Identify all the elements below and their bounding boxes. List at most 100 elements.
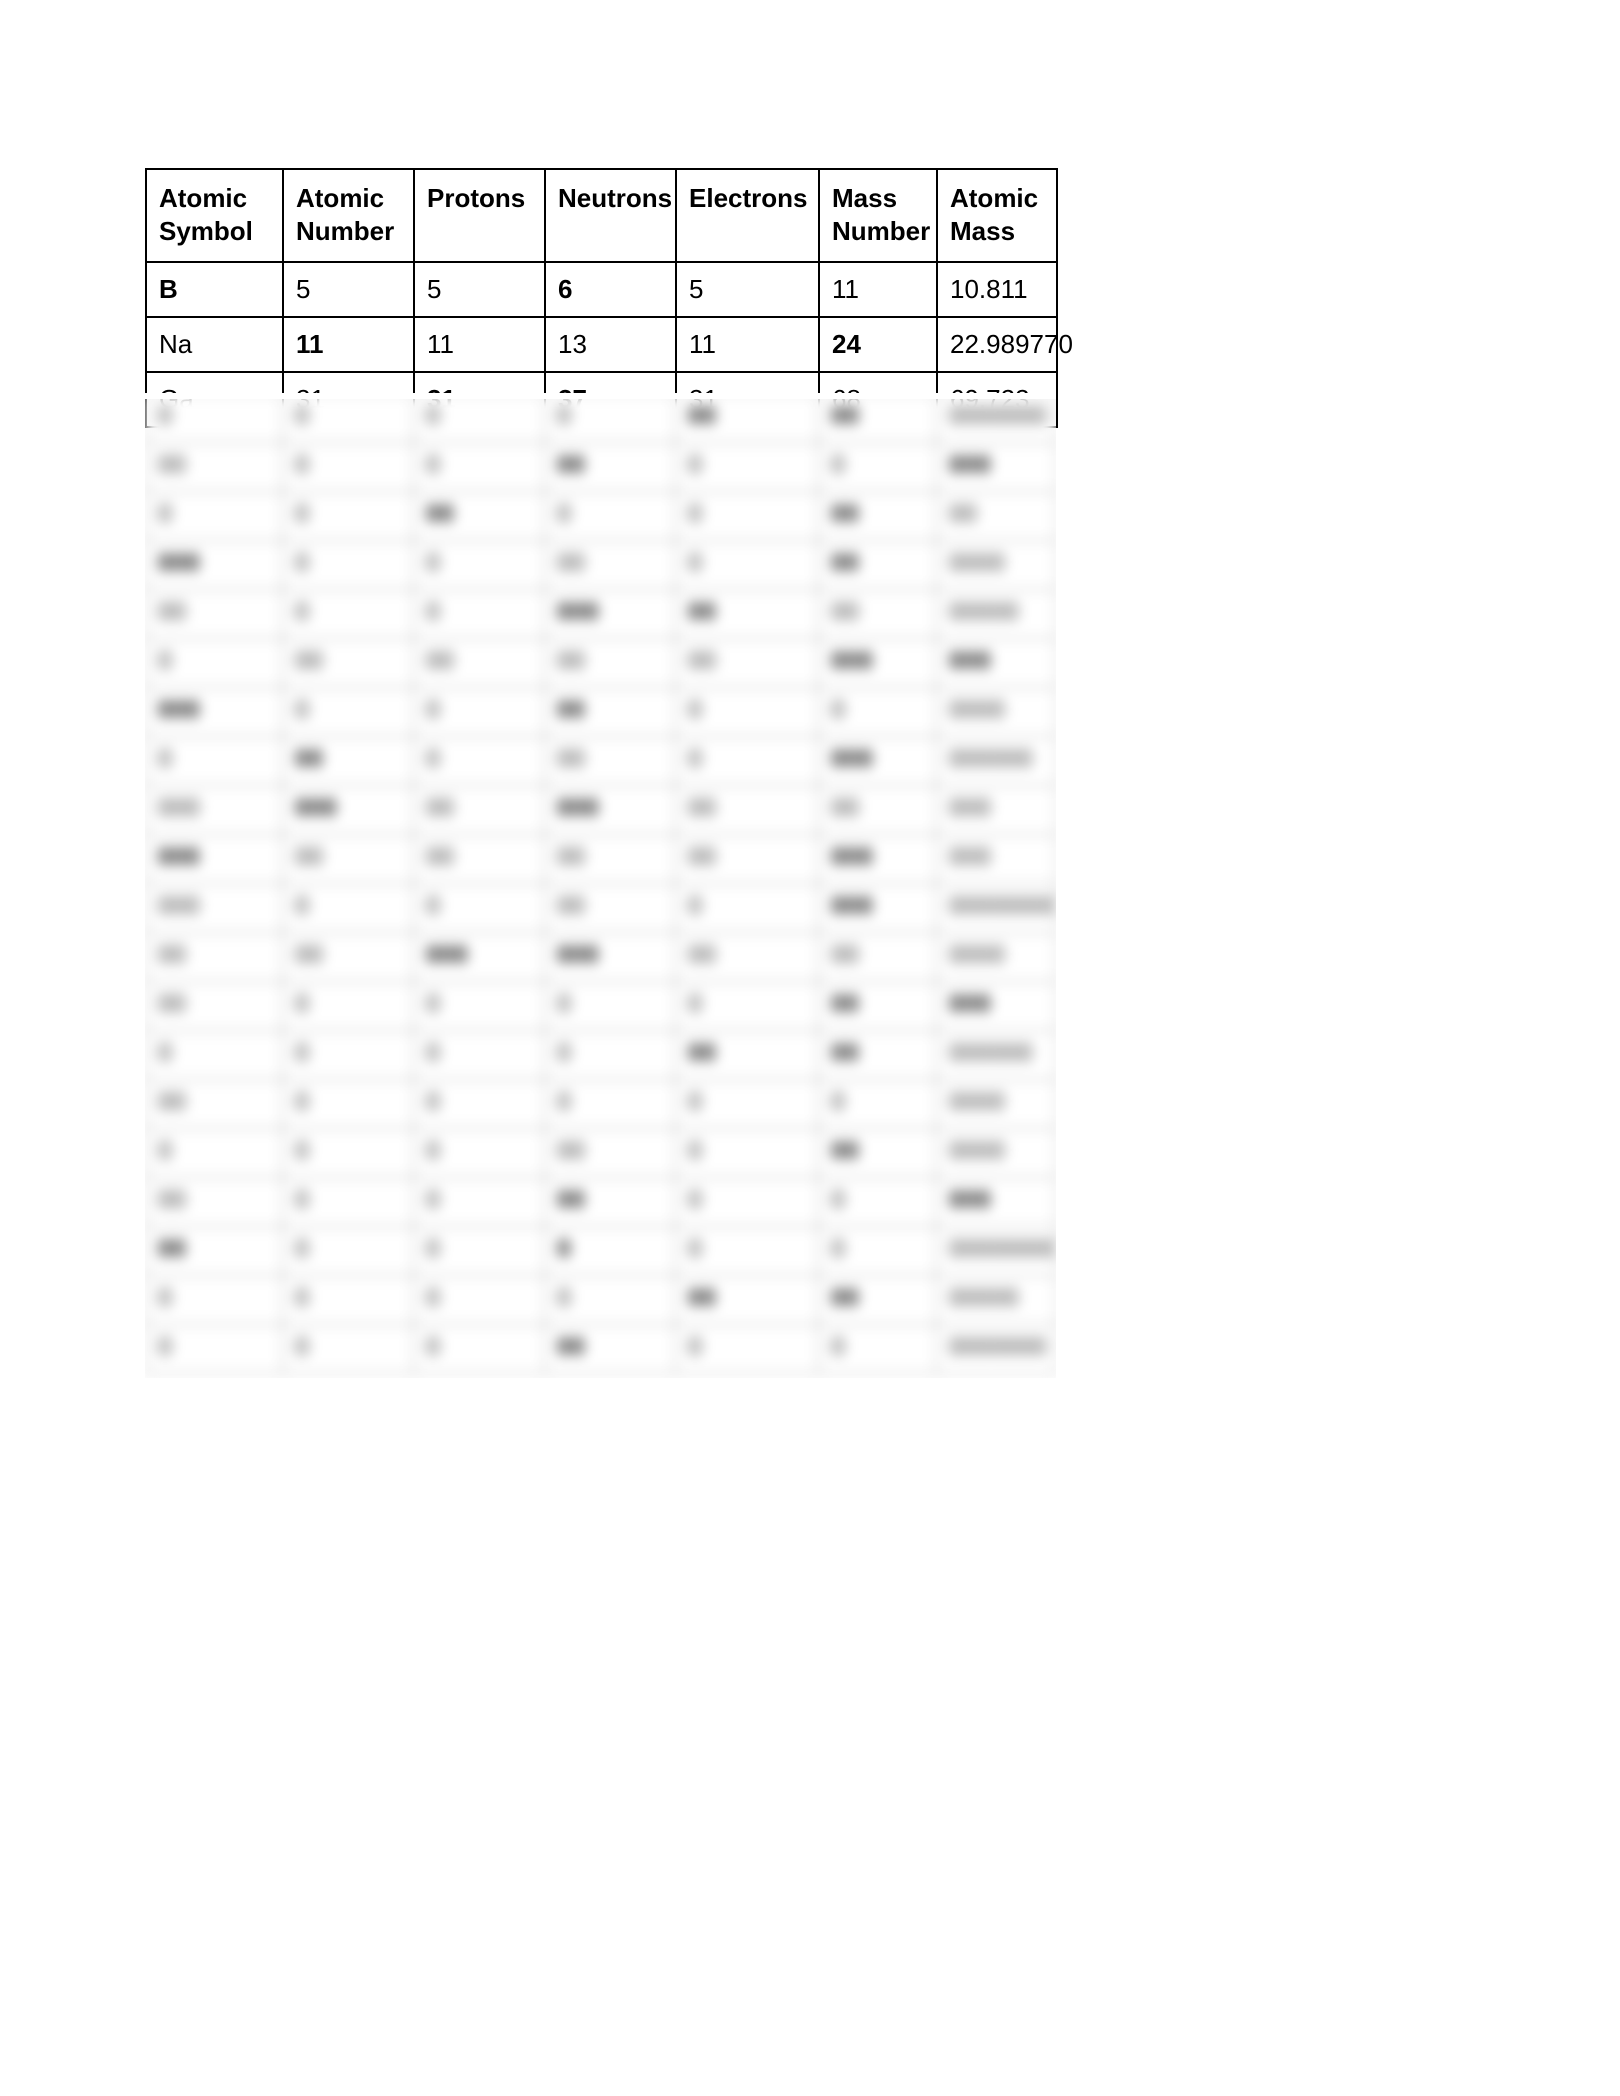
cell-value-illegible: 00 xyxy=(688,598,716,626)
header-line-1: Electrons xyxy=(689,183,808,213)
cell-blurred: 0000000 xyxy=(936,1324,1056,1374)
cell-blurred: 00 xyxy=(413,785,545,835)
cell-blurred: 0000000 xyxy=(936,393,1056,443)
cell-value-illegible: 0 xyxy=(158,1137,172,1165)
cell-blurred: 00000000 xyxy=(936,1226,1056,1276)
cell-value-illegible: 00 xyxy=(158,1235,186,1263)
element-properties-table-continued: 0 0 0 0 00 00 0000000 00 0 0 00 0 0 000 0 0 00 0 0 00 00 000 0… xyxy=(145,393,1056,1374)
cell-value-illegible: 000 xyxy=(831,892,873,920)
cell-value-illegible: 000 xyxy=(949,843,991,871)
cell-value-illegible: 0 xyxy=(688,745,702,773)
cell-value: 11 xyxy=(689,328,716,359)
cell-value-illegible: 00 xyxy=(688,941,716,969)
cell-value-illegible: 00 xyxy=(831,794,859,822)
cell-value-illegible: 0 xyxy=(158,745,172,773)
cell-blurred: 0000 xyxy=(936,932,1056,982)
cell-blurred: 0000 xyxy=(936,540,1056,590)
cell-blurred: 00 xyxy=(544,540,676,590)
cell-blurred: 0 xyxy=(413,589,545,639)
cell-blurred: 00000000 xyxy=(936,883,1056,933)
cell-blurred: 0 xyxy=(282,687,414,737)
table-blurred-region: 0 0 0 0 00 00 0000000 00 0 0 00 0 0 000 0 0 00 0 0 00 00 000 0… xyxy=(145,393,1056,1378)
cell-blurred: 0 xyxy=(675,540,819,590)
cell-value-illegible: 0 xyxy=(158,500,172,528)
header-line-2: Symbol xyxy=(159,216,253,247)
cell-value-illegible: 0000 xyxy=(949,549,1005,577)
cell-blurred: 000 xyxy=(818,834,937,884)
cell-value-illegible: 0 xyxy=(426,696,440,724)
cell-blurred: 00 xyxy=(675,393,819,443)
cell-blurred: 0 xyxy=(282,442,414,492)
cell-blurred: 0 xyxy=(818,1079,937,1129)
cell-value-illegible: 0 xyxy=(688,1137,702,1165)
cell-value-illegible: 00 xyxy=(557,451,585,479)
cell-value-illegible: 0 xyxy=(688,990,702,1018)
table-row-blurred: 000 0 0 00 0 000 00000000 xyxy=(145,883,1056,933)
cell-blurred: 0 xyxy=(544,491,676,541)
cell-blurred: 0 xyxy=(544,1275,676,1325)
cell-blurred: 0 xyxy=(282,883,414,933)
cell-value-illegible: 00 xyxy=(688,402,716,430)
cell-value-illegible: 000 xyxy=(949,647,991,675)
cell-value-illegible: 0 xyxy=(158,1333,172,1361)
cell-value-illegible: 00 xyxy=(158,990,186,1018)
cell-value-illegible: 000 xyxy=(158,892,200,920)
cell-value-illegible: 00 xyxy=(557,647,585,675)
cell-blurred: 00 xyxy=(145,1177,283,1227)
cell-blurred: 0000 xyxy=(936,1128,1056,1178)
cell-value-illegible: 000 xyxy=(949,1186,991,1214)
cell-value-illegible: 0 xyxy=(688,1333,702,1361)
cell-value-illegible: 000 xyxy=(831,647,873,675)
header-line-2: Number xyxy=(296,216,395,247)
cell-mass-number: 24 xyxy=(818,315,938,374)
cell-blurred: 000 xyxy=(145,834,283,884)
cell-blurred: 00 xyxy=(544,638,676,688)
cell-value-illegible: 0 xyxy=(688,500,702,528)
cell-blurred: 000 xyxy=(145,540,283,590)
cell-blurred: 00 xyxy=(818,589,937,639)
cell-blurred: 0000 xyxy=(936,687,1056,737)
cell-blurred: 0 xyxy=(544,981,676,1031)
cell-blurred: 0 xyxy=(282,1275,414,1325)
cell-value-illegible: 00 xyxy=(557,1186,585,1214)
cell-blurred: 0 xyxy=(675,736,819,786)
cell-blurred: 0 xyxy=(413,736,545,786)
column-header-mass-number: Mass Number xyxy=(818,168,938,263)
cell-blurred: 0 xyxy=(413,687,545,737)
cell-value-illegible: 00 xyxy=(426,843,454,871)
cell-blurred: 0 xyxy=(675,442,819,492)
cell-blurred: 0 xyxy=(282,491,414,541)
cell-blurred: 00000 xyxy=(936,589,1056,639)
table-row-blurred: 000 00 00 00 00 000 000 xyxy=(145,834,1056,884)
cell-value-illegible: 0 xyxy=(295,990,309,1018)
cell-blurred: 0 xyxy=(282,1079,414,1129)
cell-value-illegible: 00 xyxy=(831,1137,859,1165)
cell-blurred: 0 xyxy=(675,883,819,933)
cell-value-illegible: 000 xyxy=(831,843,873,871)
cell-value-illegible: 00 xyxy=(688,647,716,675)
cell-blurred: 0 xyxy=(544,1226,676,1276)
cell-blurred: 0 xyxy=(282,1177,414,1227)
cell-blurred: 0 xyxy=(282,393,414,443)
cell-blurred: 000000 xyxy=(936,736,1056,786)
cell-value-illegible: 0 xyxy=(295,696,309,724)
cell-value-illegible: 0 xyxy=(557,402,571,430)
column-header-protons: Protons xyxy=(413,168,546,263)
cell-value-illegible: 0 xyxy=(557,1039,571,1067)
cell-blurred: 00 xyxy=(413,491,545,541)
cell-blurred: 0 xyxy=(413,1226,545,1276)
cell-blurred: 000 xyxy=(818,736,937,786)
cell-value-illegible: 00 xyxy=(426,500,454,528)
cell-blurred: 00 xyxy=(675,1275,819,1325)
cell-blurred: 00 xyxy=(818,932,937,982)
cell-value-illegible: 0 xyxy=(426,1333,440,1361)
cell-value-illegible: 0000 xyxy=(949,1088,1005,1116)
cell-value-illegible: 0 xyxy=(426,1088,440,1116)
cell-value-illegible: 0 xyxy=(158,647,172,675)
cell-blurred: 0 xyxy=(145,1324,283,1374)
